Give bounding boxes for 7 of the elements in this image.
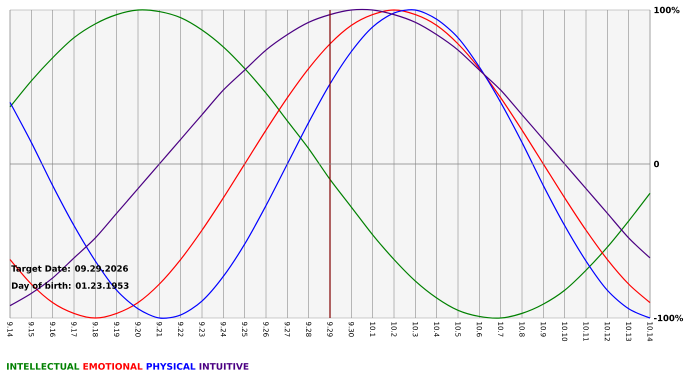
text: INTUITIVE xyxy=(200,363,248,370)
y-tick-label: -100% xyxy=(654,314,684,322)
text: INTELLECTUAL xyxy=(7,362,80,370)
y-tick-label: 0 xyxy=(654,160,660,168)
y-tick-label: 100% xyxy=(654,6,680,14)
text: PHYSICAL xyxy=(146,362,196,370)
text: EMOTIONAL xyxy=(83,362,142,370)
